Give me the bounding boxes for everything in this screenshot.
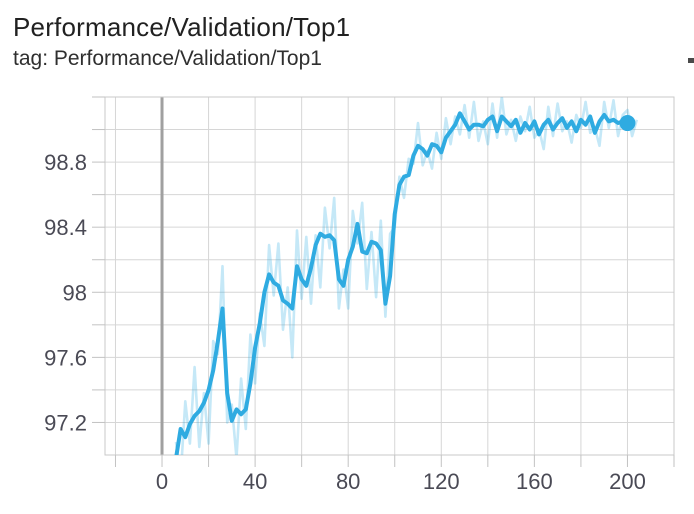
y-tick-label: 98.4 (44, 215, 87, 240)
x-tick-label: 80 (336, 469, 360, 494)
y-axis-tick-labels: 97.2 97.6 98 98.4 98.8 (44, 150, 87, 435)
axis-tick-marks (92, 96, 675, 467)
raw-series-line[interactable] (174, 97, 639, 478)
x-tick-label: 200 (609, 469, 646, 494)
plot-border (104, 96, 675, 456)
x-tick-label: 120 (423, 469, 460, 494)
y-tick-label: 97.2 (44, 410, 87, 435)
x-axis-tick-labels: 0 40 80 120 160 200 (156, 469, 646, 494)
x-tick-label: 160 (516, 469, 553, 494)
truncated-icon-fragment[interactable] (688, 58, 694, 63)
smoothed-series-line[interactable] (174, 111, 630, 458)
chart-title: Performance/Validation/Top1 (13, 12, 351, 42)
x-tick-label: 40 (243, 469, 267, 494)
y-tick-label: 98.8 (44, 150, 87, 175)
y-tick-label: 97.6 (44, 345, 87, 370)
final-point-marker[interactable] (619, 115, 636, 132)
chart-tag-subtitle: tag: Performance/Validation/Top1 (13, 47, 322, 70)
x-tick-label: 0 (156, 469, 168, 494)
y-tick-label: 98 (63, 280, 87, 305)
